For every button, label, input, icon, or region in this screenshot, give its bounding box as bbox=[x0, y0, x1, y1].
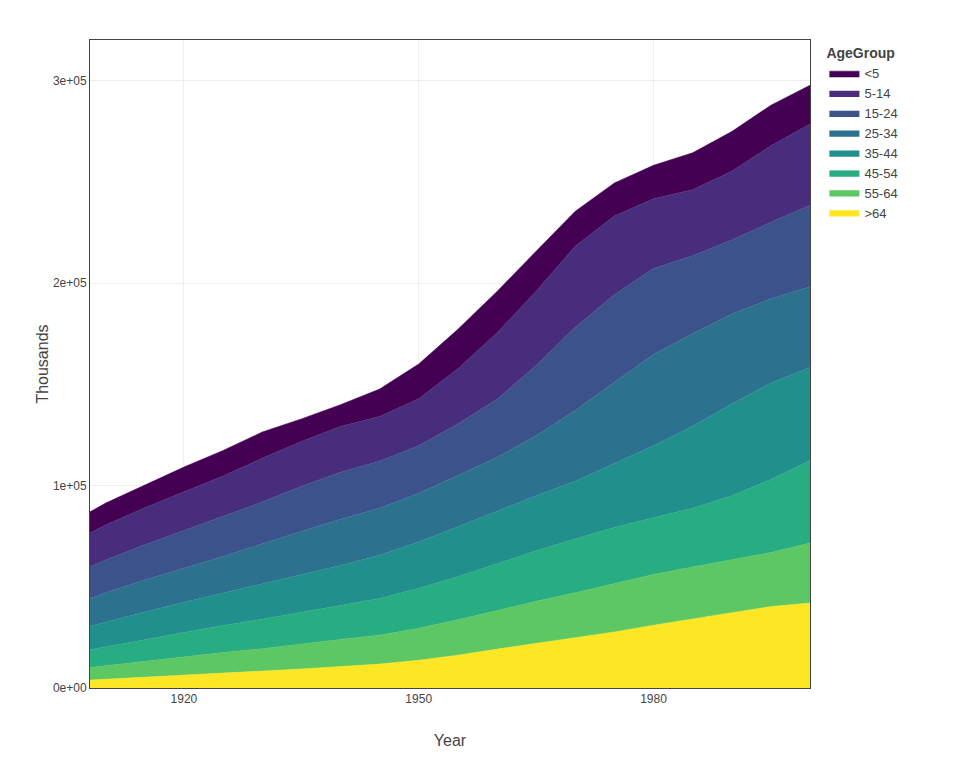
svg-text:55-64: 55-64 bbox=[864, 186, 897, 201]
svg-text:1920: 1920 bbox=[171, 692, 198, 706]
svg-text:<5: <5 bbox=[864, 66, 879, 81]
svg-text:5-14: 5-14 bbox=[864, 86, 890, 101]
svg-text:1e+05: 1e+05 bbox=[53, 479, 87, 493]
svg-text:3e+05: 3e+05 bbox=[53, 74, 87, 88]
svg-text:AgeGroup: AgeGroup bbox=[826, 45, 894, 61]
svg-text:>64: >64 bbox=[864, 206, 886, 221]
svg-text:Year: Year bbox=[434, 732, 467, 749]
svg-text:35-44: 35-44 bbox=[864, 146, 897, 161]
svg-text:25-34: 25-34 bbox=[864, 126, 897, 141]
svg-text:1980: 1980 bbox=[640, 692, 667, 706]
svg-text:Thousands: Thousands bbox=[34, 324, 51, 403]
svg-text:15-24: 15-24 bbox=[864, 106, 897, 121]
svg-text:45-54: 45-54 bbox=[864, 166, 897, 181]
svg-text:2e+05: 2e+05 bbox=[53, 276, 87, 290]
svg-text:1950: 1950 bbox=[405, 692, 432, 706]
svg-text:0e+00: 0e+00 bbox=[53, 681, 87, 695]
